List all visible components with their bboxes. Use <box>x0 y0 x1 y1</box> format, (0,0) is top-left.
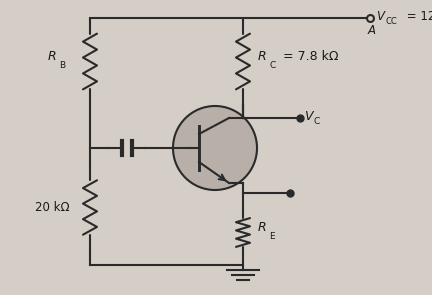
Text: B: B <box>59 61 65 70</box>
Text: = 7.8 kΩ: = 7.8 kΩ <box>279 50 339 63</box>
Text: A: A <box>368 24 376 37</box>
Text: 20 kΩ: 20 kΩ <box>35 201 70 214</box>
Text: CC: CC <box>386 17 398 25</box>
Circle shape <box>173 106 257 190</box>
Text: = 12 V: = 12 V <box>403 11 432 24</box>
Text: C: C <box>269 61 275 70</box>
Text: E: E <box>269 232 275 241</box>
Text: R: R <box>258 221 267 234</box>
Text: V: V <box>376 11 384 24</box>
Text: C: C <box>314 117 320 127</box>
Text: R: R <box>48 50 57 63</box>
Text: R: R <box>258 50 267 63</box>
Text: V: V <box>304 111 312 124</box>
